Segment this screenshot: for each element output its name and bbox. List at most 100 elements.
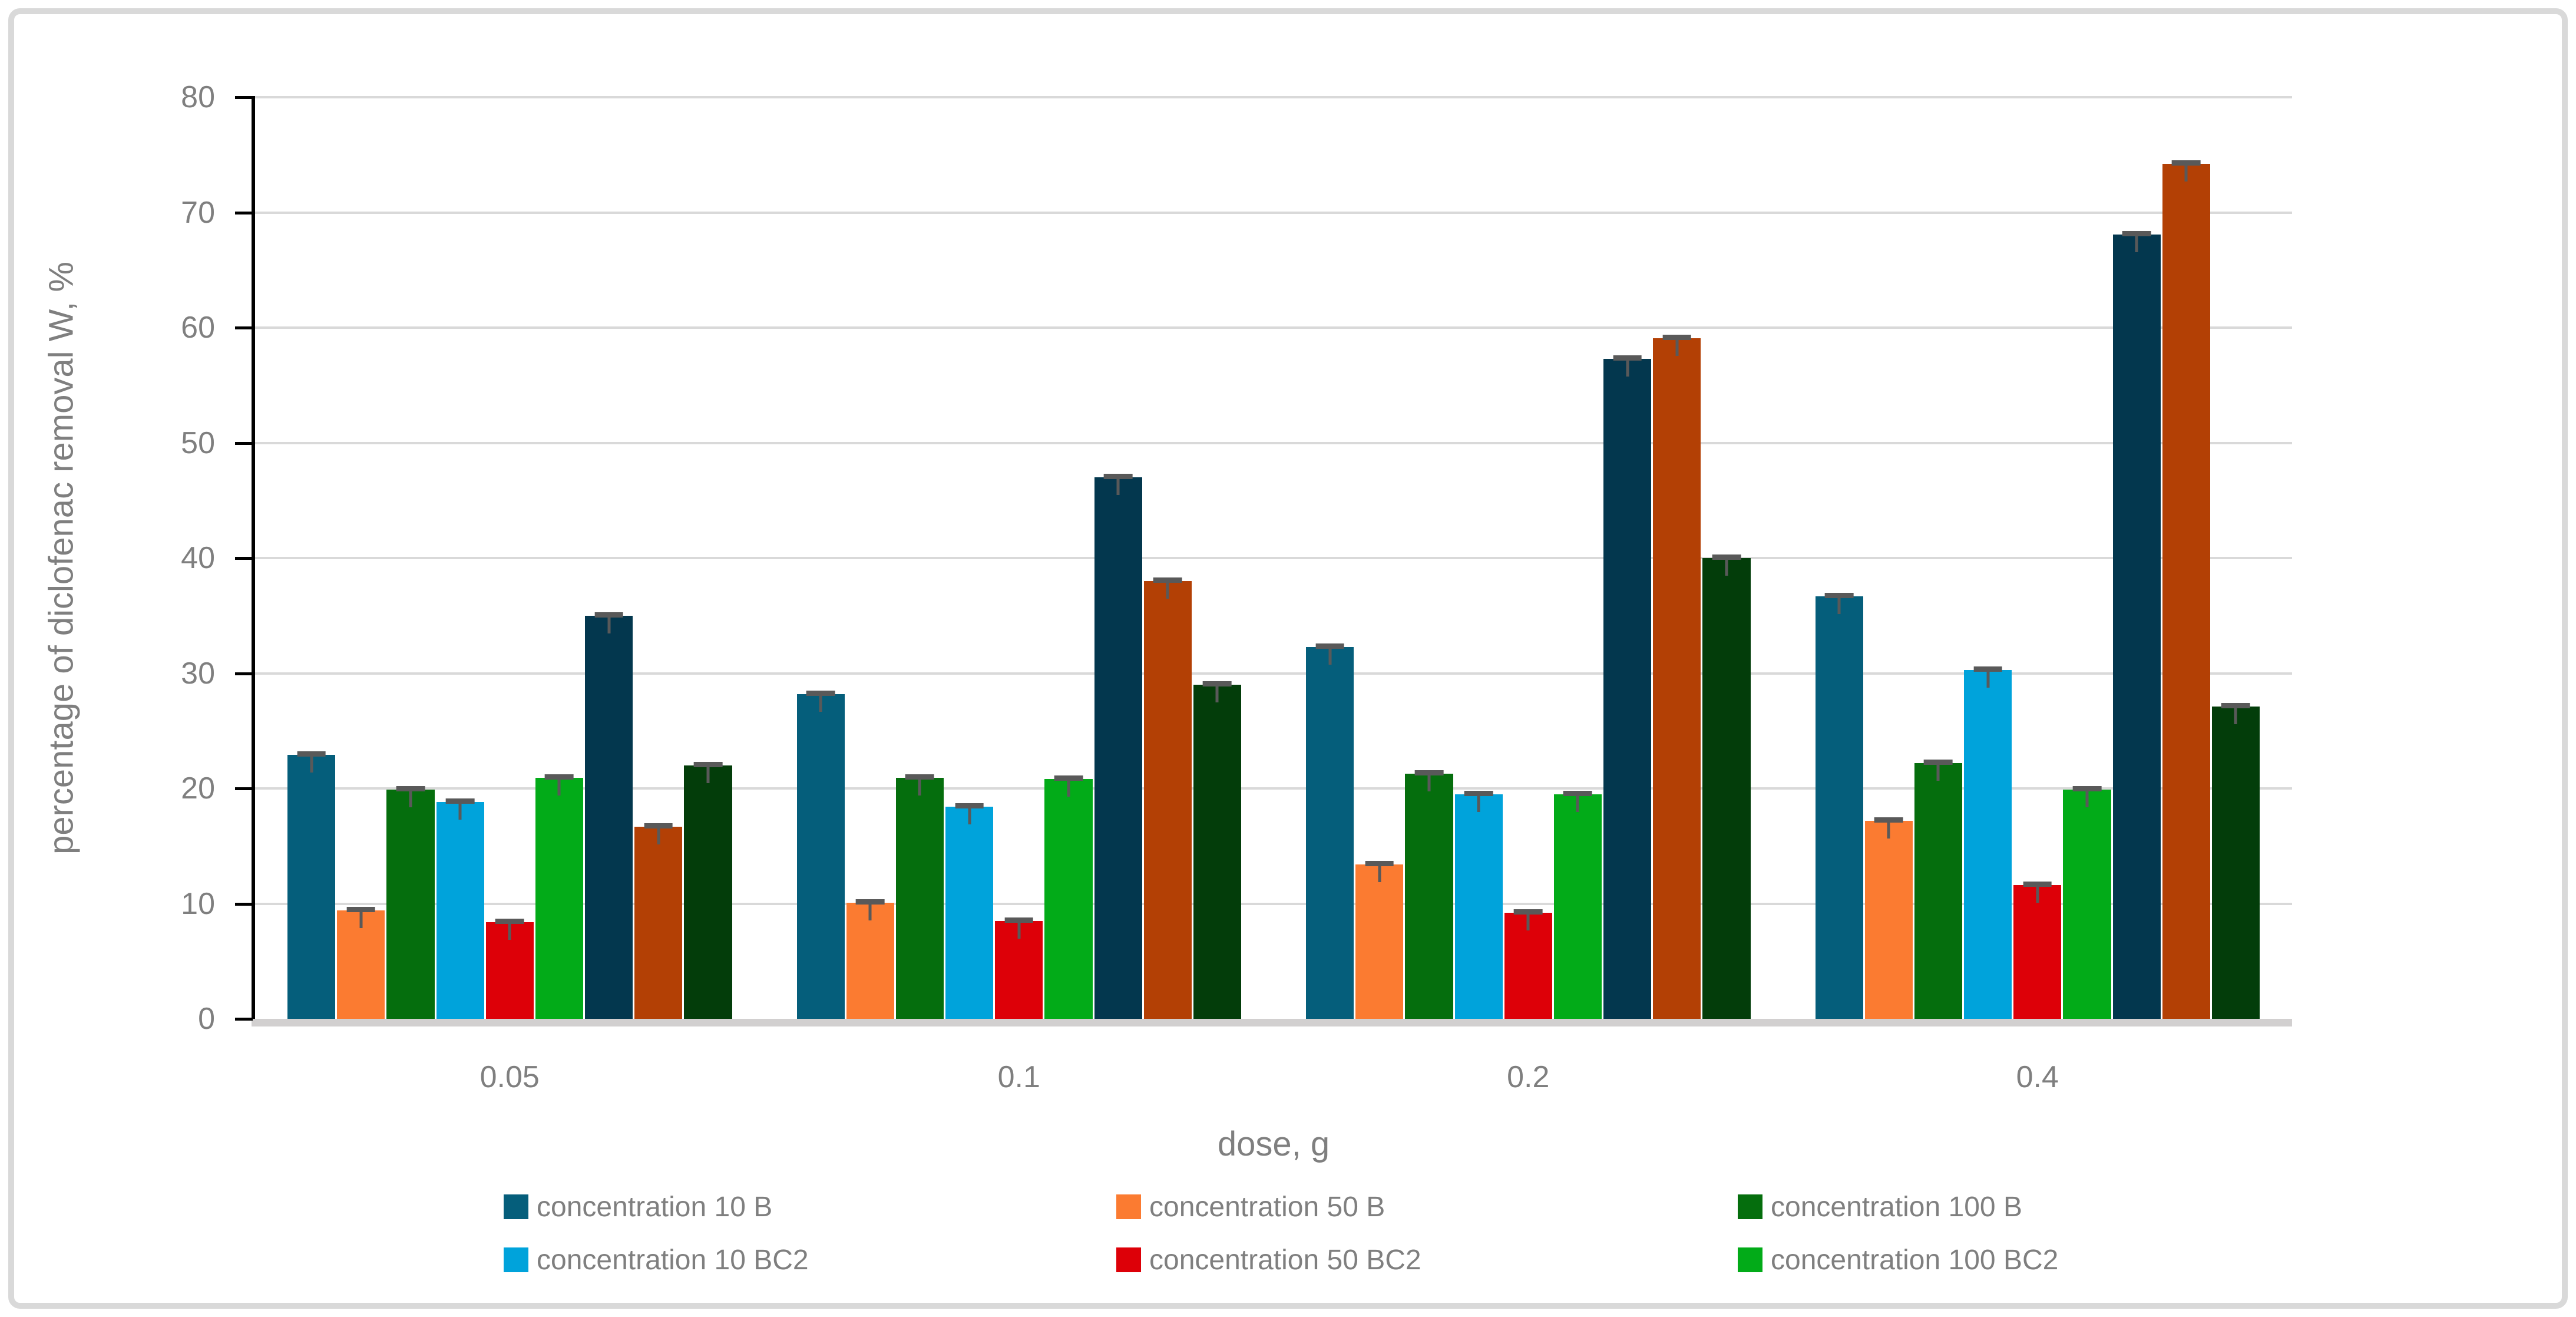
legend-item: concentration 100 B	[1738, 1189, 2022, 1224]
bar	[535, 774, 584, 1019]
error-bar-stem	[1837, 592, 1841, 614]
error-bar-stem	[2036, 882, 2039, 903]
plot-area	[235, 96, 2293, 1026]
error-bar-stem	[1215, 681, 1219, 703]
y-tick-label: 0	[198, 1002, 215, 1036]
error-bar-cap	[1153, 577, 1182, 583]
error-bar-stem	[1378, 861, 1381, 883]
y-tick-label: 70	[181, 195, 215, 230]
bar	[1143, 577, 1192, 1019]
error-bar-stem	[310, 751, 313, 773]
error-bar-stem	[2234, 703, 2237, 725]
legend-swatch	[504, 1247, 528, 1272]
legend-item: concentration 10 BC2	[504, 1242, 809, 1278]
bar	[634, 823, 683, 1019]
error-bar-stem	[1328, 643, 1332, 665]
error-bar-cap	[1315, 643, 1344, 649]
bar	[1815, 592, 1863, 1019]
error-bar-stem	[409, 785, 412, 807]
y-axis-line	[252, 96, 255, 1022]
error-bar-stem	[607, 612, 611, 633]
x-category-label: 0.2	[1507, 1060, 1550, 1094]
error-bar-stem	[1116, 474, 1120, 496]
bar	[1094, 474, 1142, 1019]
legend-label: concentration 50 BC2	[1149, 1244, 1421, 1276]
error-bar-cap	[1414, 770, 1444, 775]
error-bar-stem	[968, 803, 971, 825]
error-bar-cap	[955, 803, 984, 809]
bar	[2211, 703, 2260, 1019]
y-axis-tick	[235, 1018, 253, 1021]
gridline	[255, 441, 2292, 444]
bar	[1044, 775, 1093, 1019]
error-bar-cap	[297, 751, 326, 757]
gridline	[255, 326, 2292, 329]
y-axis-tick	[235, 326, 253, 329]
error-bar-cap	[644, 823, 673, 829]
error-bar-stem	[1986, 666, 1990, 688]
bar	[2162, 160, 2210, 1019]
gridline	[255, 211, 2292, 214]
error-bar-cap	[905, 774, 934, 780]
error-bar-stem	[1017, 917, 1021, 939]
error-bar-cap	[2221, 703, 2250, 709]
bar	[1355, 861, 1404, 1019]
legend-label: concentration 100 B	[1771, 1191, 2022, 1223]
bar	[995, 917, 1043, 1019]
error-bar-stem	[2135, 230, 2138, 252]
bar	[1306, 643, 1354, 1019]
bar	[1653, 334, 1701, 1019]
bar	[1964, 666, 2012, 1019]
error-bar-stem	[819, 690, 822, 712]
bar	[337, 907, 385, 1019]
error-bar-stem	[706, 761, 710, 783]
error-bar-cap	[495, 918, 524, 924]
y-axis-tick	[235, 557, 253, 560]
legend-swatch	[1116, 1194, 1141, 1219]
error-bar-stem	[1887, 817, 1890, 839]
error-bar-cap	[545, 774, 574, 780]
y-axis-tick	[235, 672, 253, 675]
error-bar-cap	[1662, 334, 1692, 340]
legend-item: concentration 50 B	[1116, 1189, 1385, 1224]
bar	[1553, 790, 1602, 1019]
error-bar-stem	[1576, 790, 1579, 812]
y-axis-tick	[235, 96, 253, 99]
error-bar-cap	[693, 761, 723, 767]
x-category-label: 0.05	[480, 1060, 540, 1094]
error-bar-stem	[557, 774, 561, 796]
legend-item: concentration 10 B	[504, 1189, 772, 1224]
error-bar-cap	[594, 612, 623, 618]
bar-group	[1274, 97, 1783, 1019]
y-tick-label: 50	[181, 425, 215, 460]
error-bar-stem	[1477, 790, 1480, 812]
x-axis-baseline	[252, 1019, 2292, 1026]
error-bar-stem	[918, 774, 921, 796]
error-bar-cap	[1103, 474, 1133, 480]
bar	[1405, 770, 1453, 1019]
error-bar-stem	[1936, 760, 1940, 781]
bar	[436, 798, 484, 1019]
gridline	[255, 672, 2292, 675]
bar	[1702, 554, 1751, 1019]
error-bar-stem	[458, 798, 462, 820]
legend-item: concentration 100 BC2	[1738, 1242, 2058, 1278]
bar	[1504, 909, 1552, 1019]
bar-group	[1783, 97, 2293, 1019]
bar	[684, 761, 732, 1019]
legend-item: concentration 50 BC2	[1116, 1242, 1421, 1278]
error-bar-stem	[1526, 909, 1530, 931]
y-tick-label: 40	[181, 541, 215, 575]
error-bar-stem	[359, 907, 363, 929]
bar	[287, 751, 336, 1019]
error-bar-cap	[1613, 355, 1642, 361]
y-axis-tick	[235, 441, 253, 445]
bar	[1454, 790, 1503, 1019]
bar	[1603, 355, 1652, 1019]
error-bar-cap	[2122, 230, 2151, 236]
error-bar-stem	[1427, 770, 1431, 791]
bar	[2013, 882, 2062, 1019]
gridline	[255, 787, 2292, 790]
error-bar-cap	[1203, 681, 1232, 687]
